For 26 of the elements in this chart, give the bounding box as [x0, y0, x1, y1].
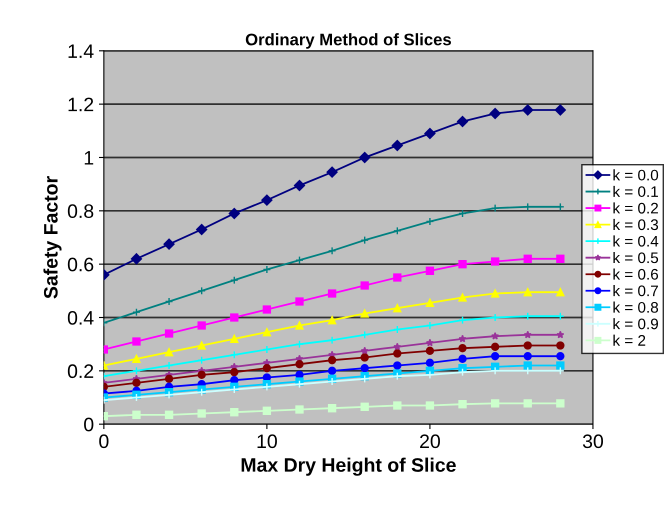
y-tick-label: 0.2 [68, 364, 94, 378]
legend-label: k = 0.1 [613, 186, 658, 198]
x-tick-label: 30 [582, 434, 604, 448]
y-tick-label: 1.2 [68, 98, 94, 112]
legend-label: k = 0.7 [613, 285, 658, 296]
legend-label: k = 0.0 [613, 169, 658, 181]
legend-label: k = 0.5 [613, 252, 658, 264]
x-tick-label: 0 [99, 434, 108, 448]
legend-label: k = 0.4 [613, 235, 658, 247]
y-tick-label: 1 [84, 151, 94, 165]
y-tick-label: 0.6 [68, 258, 94, 272]
legend-label: k = 0.3 [613, 218, 658, 230]
legend-label: k = 0.6 [613, 268, 658, 280]
y-tick-label: 1.4 [68, 44, 94, 58]
chart-title: Ordinary Method of Slices [246, 33, 451, 49]
y-tick-label: 0.8 [68, 204, 94, 218]
y-tick-label: 0.4 [68, 310, 94, 325]
x-axis-title: Max Dry Height of Slice [242, 458, 456, 476]
legend-label: k = 2 [613, 334, 646, 346]
y-tick-label: 0 [84, 418, 94, 432]
x-tick-label: 10 [258, 434, 277, 448]
x-tick-label: 20 [420, 434, 440, 448]
legend-label: k = 0.9 [613, 318, 658, 330]
y-axis-title: Safety Factor [43, 176, 62, 299]
legend-label: k = 0.8 [613, 302, 658, 313]
legend-label: k = 0.2 [613, 202, 658, 214]
